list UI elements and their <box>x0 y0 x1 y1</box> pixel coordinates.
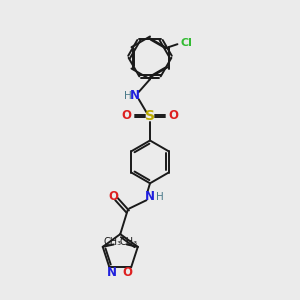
Text: O: O <box>169 109 178 122</box>
Text: H: H <box>156 192 164 202</box>
Text: Cl: Cl <box>180 38 192 48</box>
Text: O: O <box>122 266 133 279</box>
Text: H: H <box>124 91 132 100</box>
Text: N: N <box>130 89 140 102</box>
Text: N: N <box>107 266 117 279</box>
Text: N: N <box>145 190 155 203</box>
Text: S: S <box>145 109 155 123</box>
Text: O: O <box>122 109 131 122</box>
Text: CH₃: CH₃ <box>119 237 137 247</box>
Text: CH₃: CH₃ <box>103 237 122 247</box>
Text: O: O <box>108 190 118 202</box>
